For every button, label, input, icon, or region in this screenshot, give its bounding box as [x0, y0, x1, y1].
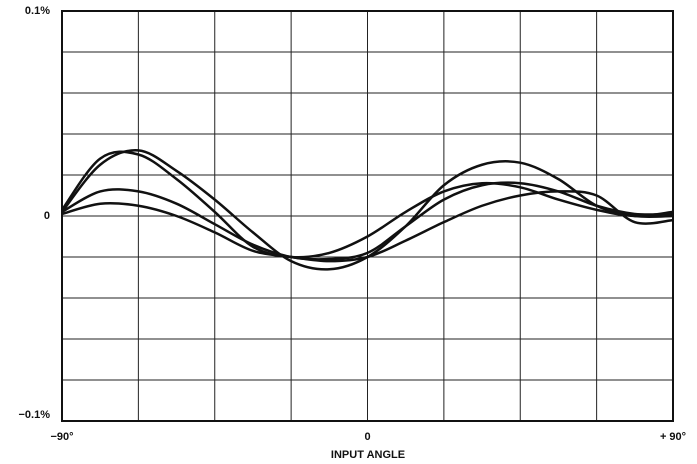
- y-tick-label: 0: [44, 210, 50, 222]
- x-tick-label: 0: [364, 431, 370, 443]
- x-tick-label: −90°: [50, 431, 73, 443]
- data-line: [60, 150, 674, 259]
- y-tick-label: −0.1%: [19, 409, 51, 421]
- data-line: [61, 190, 674, 263]
- x-tick-label: + 90°: [660, 431, 686, 443]
- x-axis-label: INPUT ANGLE: [331, 449, 405, 461]
- data-line: [61, 181, 674, 261]
- y-tick-label: 0.1%: [25, 5, 50, 17]
